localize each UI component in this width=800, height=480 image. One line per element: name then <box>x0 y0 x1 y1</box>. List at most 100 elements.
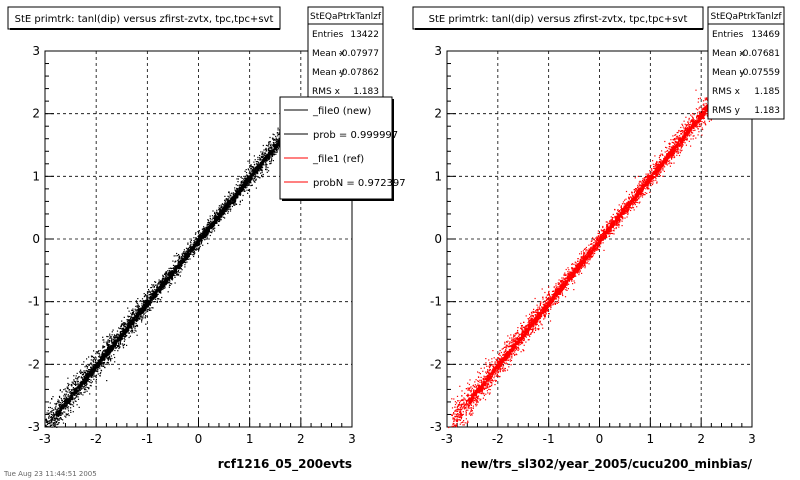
data-point <box>187 243 189 245</box>
data-point <box>109 357 111 359</box>
data-point <box>61 391 63 393</box>
data-point <box>59 396 61 398</box>
data-point <box>251 184 253 186</box>
data-point <box>148 294 150 296</box>
data-point <box>128 319 130 321</box>
data-point <box>184 266 186 268</box>
data-point <box>95 363 97 365</box>
data-point <box>106 357 108 359</box>
data-point <box>160 280 162 282</box>
data-point <box>174 282 176 284</box>
data-point <box>87 375 90 378</box>
data-point <box>195 244 198 247</box>
data-point <box>110 336 113 338</box>
data-point <box>221 210 224 213</box>
data-point <box>235 184 237 186</box>
data-point <box>80 392 82 394</box>
data-point <box>145 301 147 304</box>
data-point <box>213 226 215 228</box>
data-point <box>142 309 145 312</box>
data-point <box>121 328 123 330</box>
data-point <box>98 360 101 363</box>
data-point <box>73 375 75 377</box>
data-point <box>88 356 90 358</box>
data-point <box>128 324 131 327</box>
data-point <box>54 421 56 423</box>
data-point <box>183 255 186 258</box>
data-point <box>182 258 184 261</box>
data-point <box>463 403 465 405</box>
data-point <box>130 312 132 314</box>
data-point <box>254 167 256 169</box>
data-point <box>101 354 103 356</box>
data-point <box>50 418 52 420</box>
data-point <box>241 199 243 201</box>
data-point <box>234 187 236 189</box>
data-point <box>268 155 271 158</box>
data-point <box>273 142 275 144</box>
data-point <box>97 369 99 371</box>
data-point <box>247 160 249 162</box>
data-point <box>129 318 131 321</box>
data-point <box>162 288 164 291</box>
data-point <box>452 413 454 415</box>
data-point <box>131 318 133 320</box>
data-point <box>175 267 178 270</box>
data-point <box>170 270 172 272</box>
data-point <box>168 267 170 270</box>
data-point <box>127 315 129 317</box>
data-point <box>119 341 121 343</box>
data-point <box>261 162 264 165</box>
data-point <box>115 344 117 346</box>
data-point <box>67 388 69 390</box>
data-point <box>52 419 55 421</box>
data-point <box>86 365 88 367</box>
data-point <box>45 425 47 427</box>
data-point <box>227 198 229 200</box>
data-point <box>180 256 183 258</box>
data-point <box>562 294 564 297</box>
data-point <box>118 327 120 329</box>
data-point <box>669 162 671 164</box>
data-point <box>143 293 145 295</box>
data-point <box>254 159 256 161</box>
legend-entry: _file1 (ref) <box>312 154 364 165</box>
data-point <box>189 241 192 243</box>
data-point <box>45 425 48 427</box>
data-point <box>55 409 58 411</box>
data-point <box>275 141 277 143</box>
data-point <box>272 149 275 152</box>
legend-entry: probN = 0.972397 <box>313 178 406 189</box>
data-point <box>78 376 80 378</box>
data-point <box>254 171 257 174</box>
data-point <box>128 332 130 334</box>
data-point <box>111 331 113 333</box>
data-point <box>244 190 246 192</box>
data-point <box>154 284 157 286</box>
data-point <box>98 353 100 355</box>
data-point <box>168 272 170 274</box>
data-point <box>168 276 171 279</box>
data-point <box>102 347 104 349</box>
data-point <box>257 165 260 168</box>
data-point <box>148 291 150 293</box>
data-point <box>170 278 173 280</box>
data-point <box>234 189 236 191</box>
data-point <box>142 315 144 317</box>
data-point <box>69 403 71 405</box>
data-point <box>139 317 141 319</box>
data-point <box>119 346 121 349</box>
data-point <box>213 223 216 226</box>
data-point <box>167 272 169 274</box>
data-point <box>227 209 229 211</box>
data-point <box>131 320 133 323</box>
data-point <box>156 301 158 303</box>
data-point <box>68 391 70 393</box>
data-point <box>141 316 143 318</box>
data-point <box>156 291 158 293</box>
data-point <box>53 424 55 426</box>
data-point <box>75 384 77 386</box>
data-point <box>52 412 54 414</box>
data-point <box>149 296 152 299</box>
data-point <box>267 149 270 152</box>
